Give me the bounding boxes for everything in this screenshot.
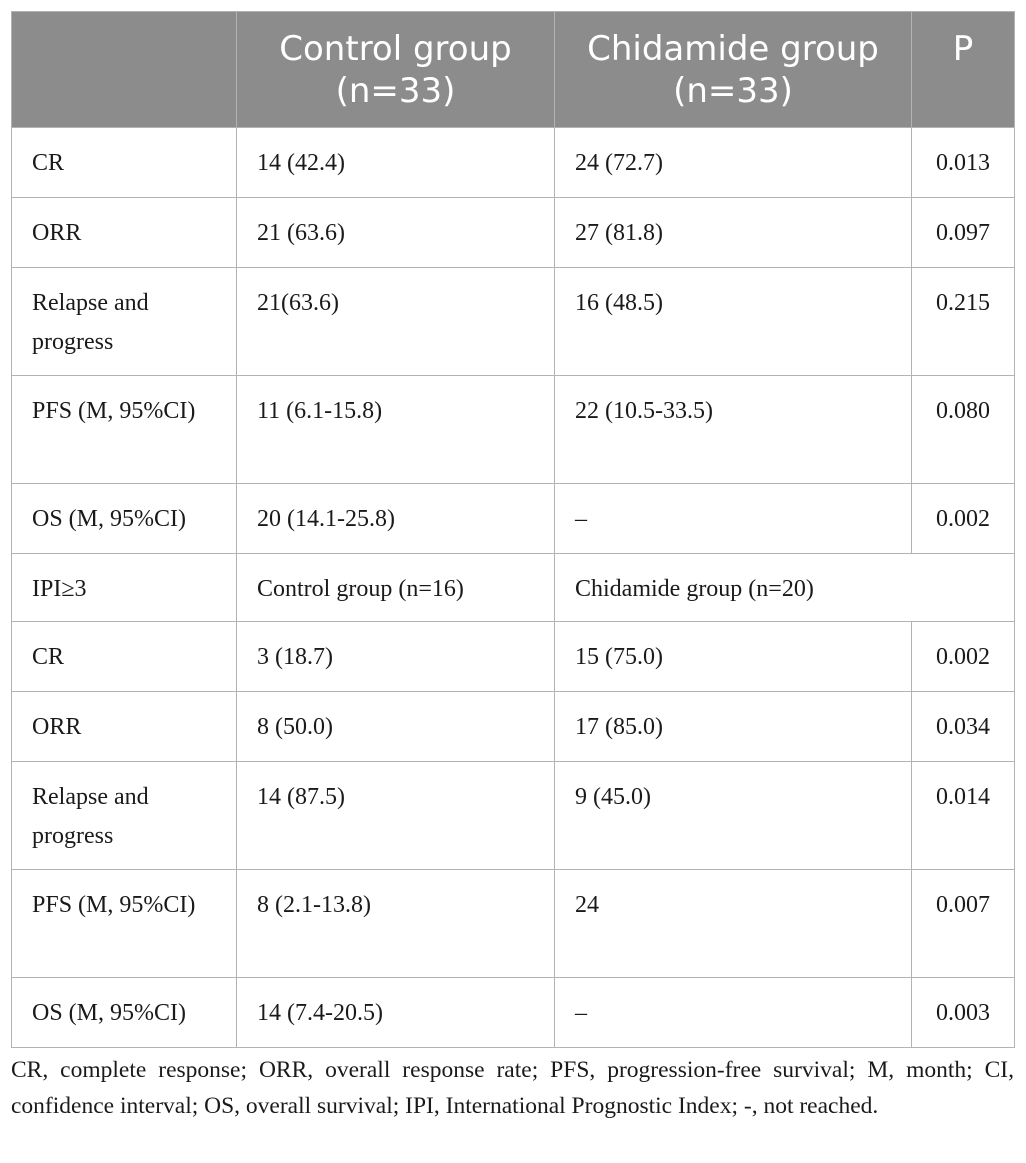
table-row: CR 14 (42.4) 24 (72.7) 0.013 bbox=[11, 127, 1015, 198]
header-p-value: P bbox=[911, 11, 1015, 128]
control-value: 14 (7.4-20.5) bbox=[236, 977, 555, 1048]
subgroup-chidamide-header: Chidamide group (n=20) bbox=[554, 553, 1015, 622]
row-label: ORR bbox=[11, 197, 237, 268]
chidamide-value: 22 (10.5-33.5) bbox=[554, 375, 912, 484]
table-row: CR 3 (18.7) 15 (75.0) 0.002 bbox=[11, 621, 1015, 692]
table-header-row: Control group (n=33) Chidamide group (n=… bbox=[11, 11, 1015, 128]
header-control-group: Control group (n=33) bbox=[236, 11, 555, 128]
table-row: OS (M, 95%CI) 20 (14.1-25.8) – 0.002 bbox=[11, 483, 1015, 554]
chidamide-value: – bbox=[554, 483, 912, 554]
row-label: CR bbox=[11, 621, 237, 692]
table-footnote: CR, complete response; ORR, overall resp… bbox=[11, 1057, 1014, 1119]
chidamide-value: 27 (81.8) bbox=[554, 197, 912, 268]
control-value: 21 (63.6) bbox=[236, 197, 555, 268]
chidamide-value: 9 (45.0) bbox=[554, 761, 912, 870]
row-label: Relapse and progress bbox=[11, 761, 237, 870]
row-label: Relapse and progress bbox=[11, 267, 237, 376]
table-row: PFS (M, 95%CI) 11 (6.1-15.8) 22 (10.5-33… bbox=[11, 375, 1015, 484]
table-row: ORR 8 (50.0) 17 (85.0) 0.034 bbox=[11, 691, 1015, 762]
results-table-container: Control group (n=33) Chidamide group (n=… bbox=[11, 11, 1015, 1048]
p-value: 0.080 bbox=[911, 375, 1015, 484]
chidamide-value: 17 (85.0) bbox=[554, 691, 912, 762]
p-value: 0.097 bbox=[911, 197, 1015, 268]
subgroup-label: IPI≥3 bbox=[11, 553, 237, 622]
header-empty-cell bbox=[11, 11, 237, 128]
subgroup-control-header: Control group (n=16) bbox=[236, 553, 555, 622]
p-value: 0.034 bbox=[911, 691, 1015, 762]
p-value: 0.013 bbox=[911, 127, 1015, 198]
control-value: 21(63.6) bbox=[236, 267, 555, 376]
p-value: 0.003 bbox=[911, 977, 1015, 1048]
table-row: PFS (M, 95%CI) 8 (2.1-13.8) 24 0.007 bbox=[11, 869, 1015, 978]
row-label: PFS (M, 95%CI) bbox=[11, 375, 237, 484]
row-label: ORR bbox=[11, 691, 237, 762]
row-label: PFS (M, 95%CI) bbox=[11, 869, 237, 978]
subgroup-header-row: IPI≥3 Control group (n=16) Chidamide gro… bbox=[11, 553, 1015, 622]
chidamide-value: – bbox=[554, 977, 912, 1048]
row-label: CR bbox=[11, 127, 237, 198]
control-value: 14 (87.5) bbox=[236, 761, 555, 870]
results-table: Control group (n=33) Chidamide group (n=… bbox=[11, 11, 1015, 1048]
table-row: Relapse and progress 14 (87.5) 9 (45.0) … bbox=[11, 761, 1015, 870]
p-value: 0.215 bbox=[911, 267, 1015, 376]
control-value: 20 (14.1-25.8) bbox=[236, 483, 555, 554]
control-value: 3 (18.7) bbox=[236, 621, 555, 692]
control-value: 8 (2.1-13.8) bbox=[236, 869, 555, 978]
header-chidamide-group: Chidamide group (n=33) bbox=[554, 11, 912, 128]
chidamide-value: 16 (48.5) bbox=[554, 267, 912, 376]
table-row: OS (M, 95%CI) 14 (7.4-20.5) – 0.003 bbox=[11, 977, 1015, 1048]
p-value: 0.002 bbox=[911, 483, 1015, 554]
row-label: OS (M, 95%CI) bbox=[11, 483, 237, 554]
chidamide-value: 24 (72.7) bbox=[554, 127, 912, 198]
control-value: 14 (42.4) bbox=[236, 127, 555, 198]
control-value: 8 (50.0) bbox=[236, 691, 555, 762]
chidamide-value: 24 bbox=[554, 869, 912, 978]
chidamide-value: 15 (75.0) bbox=[554, 621, 912, 692]
table-row: Relapse and progress 21(63.6) 16 (48.5) … bbox=[11, 267, 1015, 376]
table-row: ORR 21 (63.6) 27 (81.8) 0.097 bbox=[11, 197, 1015, 268]
row-label: OS (M, 95%CI) bbox=[11, 977, 237, 1048]
p-value: 0.014 bbox=[911, 761, 1015, 870]
control-value: 11 (6.1-15.8) bbox=[236, 375, 555, 484]
p-value: 0.007 bbox=[911, 869, 1015, 978]
p-value: 0.002 bbox=[911, 621, 1015, 692]
